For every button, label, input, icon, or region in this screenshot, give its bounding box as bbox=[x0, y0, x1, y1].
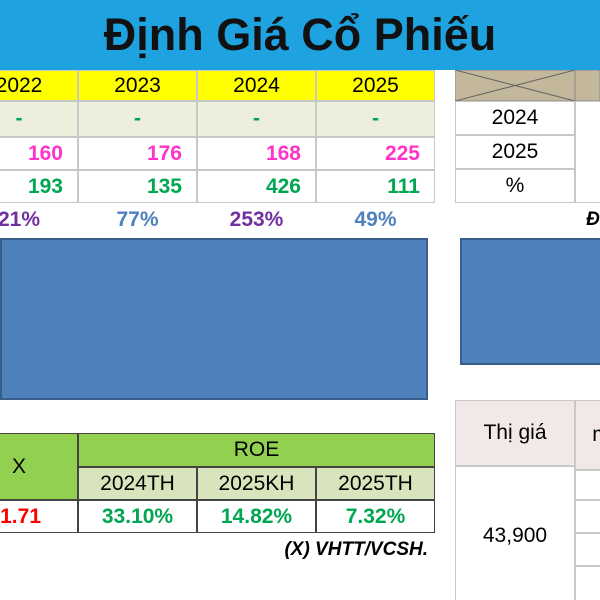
roe-header: ROE bbox=[78, 433, 435, 467]
note: (X) VHTT/VCSH. bbox=[284, 539, 428, 560]
sub-header: 2025TH bbox=[316, 467, 435, 500]
roe-value: 7.32% bbox=[316, 500, 435, 533]
year-cell: 426 bbox=[197, 170, 316, 203]
title: Định Giá Cổ Phiếu bbox=[0, 0, 600, 70]
sub-header: 2024TH bbox=[78, 467, 197, 500]
year-cell: 225 bbox=[316, 137, 435, 170]
cross-header bbox=[455, 70, 600, 101]
year-cell: - bbox=[78, 101, 197, 137]
roe-value: 14.82% bbox=[197, 500, 316, 533]
side-label: % bbox=[455, 169, 575, 203]
year-cell: - bbox=[0, 101, 78, 137]
partial-label: Đ bbox=[586, 209, 600, 230]
sub-header: 2025KH bbox=[197, 467, 316, 500]
year-cell: 21% bbox=[0, 203, 78, 236]
partial-label: m bbox=[575, 400, 600, 470]
year-cell: 193 bbox=[0, 170, 78, 203]
year-cell: - bbox=[197, 101, 316, 137]
year: 2025 bbox=[316, 70, 435, 101]
blue-box bbox=[460, 238, 600, 365]
x-value: 1.71 bbox=[0, 500, 78, 533]
year-cell: 135 bbox=[78, 170, 197, 203]
year: 2024 bbox=[197, 70, 316, 101]
year: 2023 bbox=[78, 70, 197, 101]
year-cell: 168 bbox=[197, 137, 316, 170]
year-cell: 160 bbox=[0, 137, 78, 170]
year: 2022 bbox=[0, 70, 78, 101]
blue-box bbox=[0, 238, 428, 400]
year-cell: 49% bbox=[316, 203, 435, 236]
year-cell: 111 bbox=[316, 170, 435, 203]
year-cell: 77% bbox=[78, 203, 197, 236]
side-label: 2024 bbox=[455, 101, 575, 135]
year-cell: 253% bbox=[197, 203, 316, 236]
price-label: Thị giá bbox=[455, 400, 575, 466]
side-label: 2025 bbox=[455, 135, 575, 169]
year-cell: 176 bbox=[78, 137, 197, 170]
price-value: 43,900 bbox=[455, 466, 575, 600]
x-header: X bbox=[0, 433, 78, 500]
roe-value: 33.10% bbox=[78, 500, 197, 533]
year-cell: - bbox=[316, 101, 435, 137]
